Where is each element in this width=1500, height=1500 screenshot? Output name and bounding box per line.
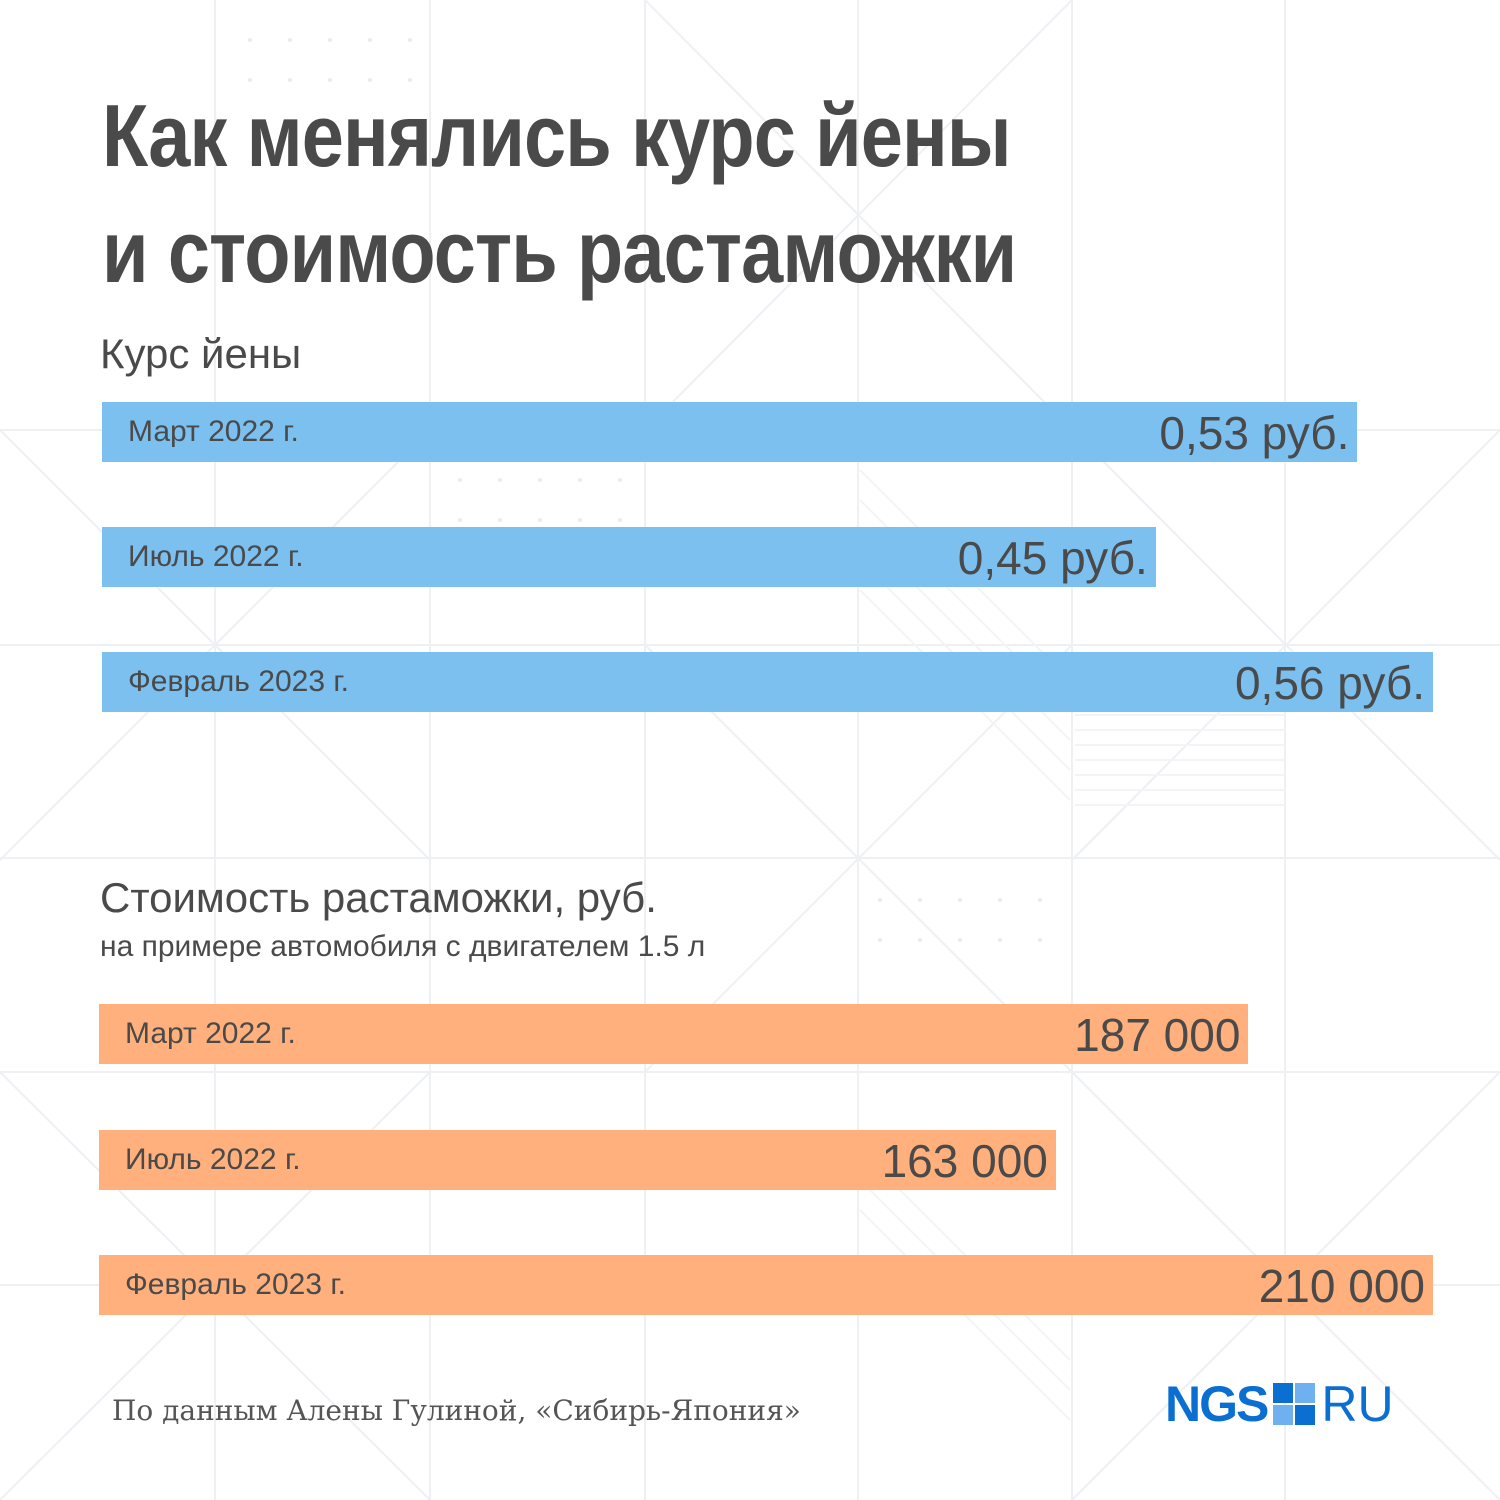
- title-line-1: Как менялись курс йены: [102, 86, 1012, 185]
- yen-bar-value: 0,56 руб.: [1234, 657, 1425, 709]
- customs-bar-value: 187 000: [1074, 1009, 1241, 1061]
- page-title: Как менялись курс йены и стоимость раста…: [102, 78, 1220, 310]
- yen-bar-1: Июль 2022 г. 0,45 руб.: [102, 527, 1156, 587]
- logo-name: NGS: [1165, 1376, 1269, 1432]
- ngs-square-logo-icon: [1273, 1383, 1316, 1425]
- yen-bar-label: Июль 2022 г.: [128, 540, 304, 573]
- yen-bar-0: Март 2022 г. 0,53 руб.: [102, 402, 1358, 462]
- logo-suffix: RU: [1321, 1376, 1394, 1432]
- yen-bar-label: Март 2022 г.: [128, 415, 299, 448]
- customs-bar-2: Февраль 2023 г. 210 000: [99, 1255, 1433, 1315]
- source-note: По данным Алены Гулиной, «Сибирь-Япония»: [112, 1394, 801, 1427]
- title-line-2: и стоимость растаможки: [102, 202, 1017, 301]
- yen-bar-2: Февраль 2023 г. 0,56 руб.: [102, 652, 1433, 712]
- yen-bar-label: Февраль 2023 г.: [128, 665, 349, 698]
- ngs-logo[interactable]: NGS RU: [1165, 1376, 1394, 1432]
- yen-bar-value: 0,53 руб.: [1159, 407, 1350, 459]
- customs-bar-value: 210 000: [1258, 1260, 1425, 1312]
- yen-rate-heading: Курс йены: [100, 330, 302, 377]
- customs-bar-0: Март 2022 г. 187 000: [99, 1004, 1249, 1064]
- customs-cost-heading: Стоимость растаможки, руб.: [100, 874, 657, 921]
- customs-bar-value: 163 000: [881, 1135, 1048, 1187]
- customs-cost-subtitle: на примере автомобиля с двигателем 1.5 л: [100, 930, 706, 963]
- customs-bar-label: Февраль 2023 г.: [125, 1268, 346, 1301]
- customs-bar-label: Март 2022 г.: [125, 1017, 296, 1050]
- customs-bar-label: Июль 2022 г.: [125, 1143, 301, 1176]
- yen-bar-value: 0,45 руб.: [957, 532, 1148, 584]
- customs-bar-1: Июль 2022 г. 163 000: [99, 1130, 1056, 1190]
